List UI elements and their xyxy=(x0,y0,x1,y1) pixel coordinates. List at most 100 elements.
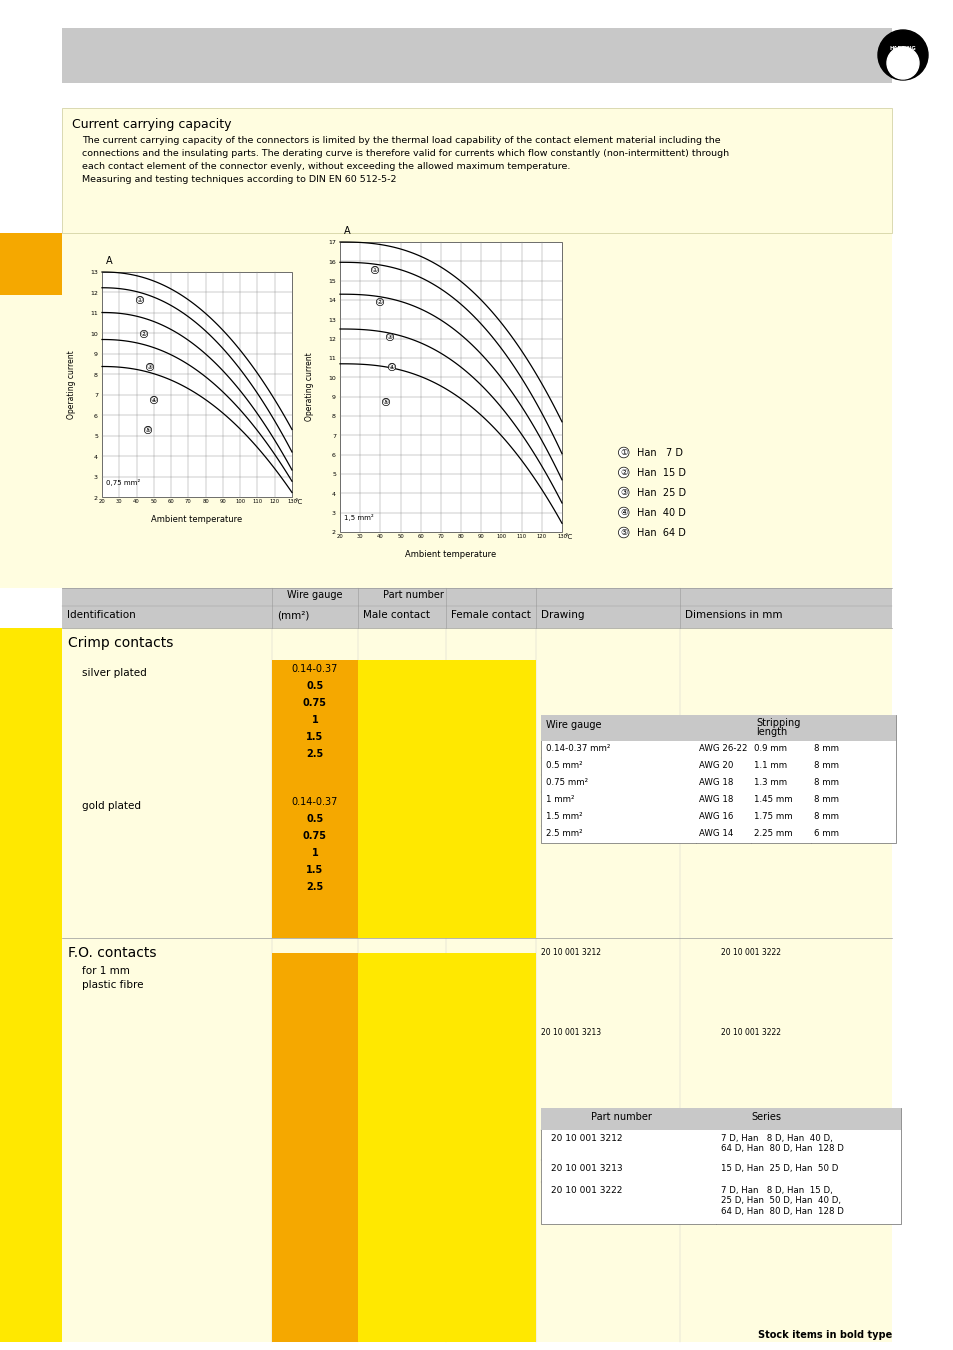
Text: 15 D, Han  25 D, Han  50 D: 15 D, Han 25 D, Han 50 D xyxy=(720,1164,838,1173)
Text: 100: 100 xyxy=(496,535,506,539)
Bar xyxy=(0,938,62,1342)
Text: 5: 5 xyxy=(94,435,98,439)
Text: 50: 50 xyxy=(396,535,403,539)
Text: Series: Series xyxy=(750,1112,781,1122)
Text: 120: 120 xyxy=(270,500,279,504)
Bar xyxy=(272,953,357,1342)
Text: A: A xyxy=(106,256,112,266)
Text: The current carrying capacity of the connectors is limited by the thermal load c: The current carrying capacity of the con… xyxy=(82,136,720,144)
Text: 20: 20 xyxy=(336,535,343,539)
Bar xyxy=(62,28,891,82)
Text: 0.9 mm: 0.9 mm xyxy=(753,744,786,753)
Text: 130: 130 xyxy=(287,500,296,504)
Text: 13: 13 xyxy=(328,317,335,323)
Circle shape xyxy=(886,47,918,80)
Bar xyxy=(357,953,446,1342)
Text: 6: 6 xyxy=(94,413,98,418)
Text: 3: 3 xyxy=(332,512,335,516)
Text: AWG 14: AWG 14 xyxy=(699,829,733,838)
Bar xyxy=(62,589,891,628)
Text: ①: ① xyxy=(136,297,143,302)
Bar xyxy=(357,792,446,938)
Text: 9: 9 xyxy=(94,352,98,358)
Text: F.O. contacts: F.O. contacts xyxy=(68,946,156,960)
Text: 70: 70 xyxy=(185,500,192,504)
Text: ⑤: ⑤ xyxy=(382,400,389,405)
Text: 110: 110 xyxy=(253,500,262,504)
Bar xyxy=(540,1108,900,1130)
Text: 60: 60 xyxy=(168,500,174,504)
Text: 30: 30 xyxy=(356,535,363,539)
Text: A: A xyxy=(344,225,351,236)
Text: 11: 11 xyxy=(328,356,335,362)
Text: 0.14-0.37 mm²: 0.14-0.37 mm² xyxy=(545,744,610,753)
Text: AWG 26-22: AWG 26-22 xyxy=(699,744,747,753)
Text: 16: 16 xyxy=(328,259,335,265)
Text: Han   7 D: Han 7 D xyxy=(637,448,682,458)
Text: 20 10 001 3213: 20 10 001 3213 xyxy=(540,1027,600,1037)
Text: 20 10 001 3222: 20 10 001 3222 xyxy=(720,948,781,957)
Text: ②: ② xyxy=(141,331,147,338)
Text: 12: 12 xyxy=(328,338,335,342)
Text: HARTING: HARTING xyxy=(889,46,916,51)
Text: °C: °C xyxy=(294,500,302,505)
Text: Wire gauge: Wire gauge xyxy=(545,720,601,730)
Text: 40: 40 xyxy=(376,535,383,539)
Bar xyxy=(272,792,357,938)
Text: 2.25 mm: 2.25 mm xyxy=(753,829,792,838)
Text: 1.5: 1.5 xyxy=(306,865,323,875)
Text: 0.75: 0.75 xyxy=(303,832,327,841)
Text: Wire gauge: Wire gauge xyxy=(287,590,342,599)
Text: Crimp contacts: Crimp contacts xyxy=(68,636,173,649)
Text: Drawing: Drawing xyxy=(540,610,584,620)
Text: length: length xyxy=(755,728,786,737)
Bar xyxy=(0,296,62,589)
Text: Part number: Part number xyxy=(590,1112,651,1122)
Text: 1: 1 xyxy=(312,848,318,859)
Text: 20 10 001 3213: 20 10 001 3213 xyxy=(551,1164,622,1173)
Text: AWG 16: AWG 16 xyxy=(699,811,733,821)
Text: Part number: Part number xyxy=(382,590,443,599)
Circle shape xyxy=(877,30,927,80)
Text: 8 mm: 8 mm xyxy=(813,761,838,770)
Text: 50: 50 xyxy=(151,500,157,504)
Text: 0.14-0.37: 0.14-0.37 xyxy=(292,664,337,674)
Text: 6 mm: 6 mm xyxy=(813,829,838,838)
Text: 1 mm²: 1 mm² xyxy=(545,795,574,805)
Bar xyxy=(339,242,561,532)
Bar xyxy=(446,792,536,938)
Text: 40: 40 xyxy=(133,500,140,504)
Text: 120: 120 xyxy=(537,535,546,539)
Bar xyxy=(446,660,536,805)
Text: 70: 70 xyxy=(437,535,444,539)
Text: 9: 9 xyxy=(332,396,335,400)
Text: 90: 90 xyxy=(219,500,226,504)
Bar xyxy=(62,628,891,938)
Text: 80: 80 xyxy=(457,535,464,539)
Bar xyxy=(446,953,536,1342)
Text: Dimensions in mm: Dimensions in mm xyxy=(684,610,781,620)
Text: 2.5 mm²: 2.5 mm² xyxy=(545,829,582,838)
Text: 0,75 mm²: 0,75 mm² xyxy=(106,479,140,486)
Text: Stock items in bold type: Stock items in bold type xyxy=(757,1330,891,1341)
Text: 13: 13 xyxy=(90,270,98,275)
Text: 20 10 001 3222: 20 10 001 3222 xyxy=(720,1027,781,1037)
Text: °C: °C xyxy=(563,535,572,540)
Text: 1.3 mm: 1.3 mm xyxy=(753,778,786,787)
Text: 0.75: 0.75 xyxy=(303,698,327,707)
Text: ⑤: ⑤ xyxy=(145,427,151,433)
Text: Identification: Identification xyxy=(67,610,135,620)
Text: 7: 7 xyxy=(332,433,335,439)
Text: 4: 4 xyxy=(94,455,98,459)
Bar xyxy=(357,660,446,805)
Bar xyxy=(540,716,895,741)
Text: Ambient temperature: Ambient temperature xyxy=(152,514,242,524)
Text: 6: 6 xyxy=(332,454,335,458)
Text: 8 mm: 8 mm xyxy=(813,778,838,787)
Text: 20 10 001 3212: 20 10 001 3212 xyxy=(540,948,600,957)
Text: Female contact: Female contact xyxy=(451,610,530,620)
Text: 8 mm: 8 mm xyxy=(813,795,838,805)
Text: 2.5: 2.5 xyxy=(306,749,323,759)
Text: Measuring and testing techniques according to DIN EN 60 512-5-2: Measuring and testing techniques accordi… xyxy=(82,176,396,184)
Text: Han  25 D: Han 25 D xyxy=(637,487,685,498)
